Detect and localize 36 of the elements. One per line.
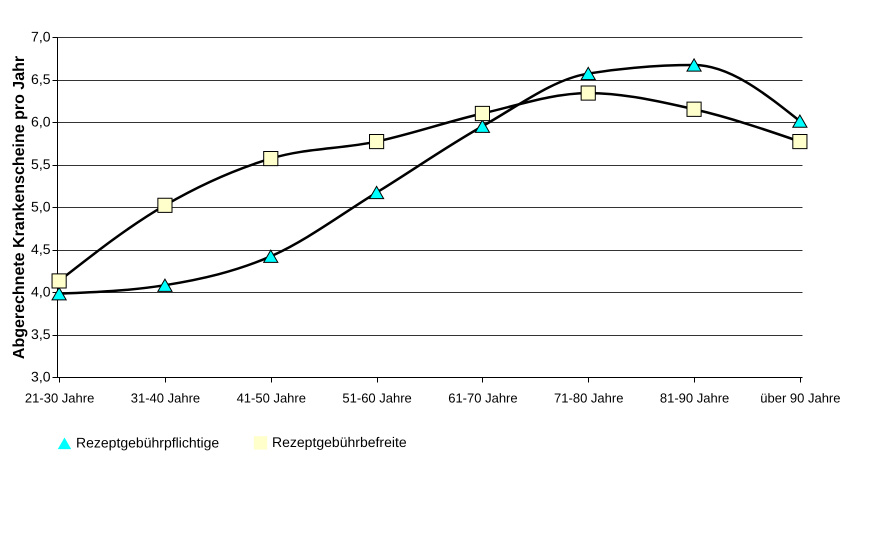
y-tick-label: 3,5 xyxy=(31,326,51,342)
point xyxy=(52,273,67,289)
point xyxy=(686,102,702,117)
point xyxy=(686,58,702,72)
y-axis-title: Abgerechnete Krankenscheine pro Jahr xyxy=(11,56,28,360)
x-tick-label: 81-90 Jahre xyxy=(660,390,730,406)
y-tick-label: 5,5 xyxy=(31,156,51,172)
y-tick-label: 5,0 xyxy=(31,198,51,214)
x-tick-label: 31-40 Jahre xyxy=(130,390,200,406)
point xyxy=(369,134,384,150)
y-tick-label: 6,5 xyxy=(31,71,51,87)
point xyxy=(474,106,490,122)
point xyxy=(580,86,596,101)
y-tick-label: 6,0 xyxy=(31,114,51,130)
y-tick-label: 7,0 xyxy=(31,28,51,44)
x-tick-label: 51-60 Jahre xyxy=(342,390,412,406)
x-tick-label: 41-50 Jahre xyxy=(236,390,306,406)
point xyxy=(157,198,173,213)
point xyxy=(52,287,67,300)
x-tick-label: 21-30 Jahre xyxy=(24,390,94,406)
legend-label: Rezeptgebührbefreite xyxy=(272,434,407,450)
point xyxy=(369,186,384,200)
point xyxy=(792,114,808,128)
point xyxy=(157,278,173,292)
point xyxy=(263,150,278,166)
y-tick-label: 4,0 xyxy=(31,284,51,300)
x-tick-label: 61-70 Jahre xyxy=(448,390,518,406)
y-tick-label: 3,0 xyxy=(31,368,51,384)
x-tick-label: über 90 Jahre xyxy=(760,390,840,406)
y-tick-label: 4,5 xyxy=(31,241,51,257)
point xyxy=(580,66,596,80)
legend-label: Rezeptgebührpflichtige xyxy=(76,434,220,450)
x-tick-label: 71-80 Jahre xyxy=(554,390,624,406)
point xyxy=(263,250,278,263)
point xyxy=(474,120,490,133)
point xyxy=(792,134,808,150)
